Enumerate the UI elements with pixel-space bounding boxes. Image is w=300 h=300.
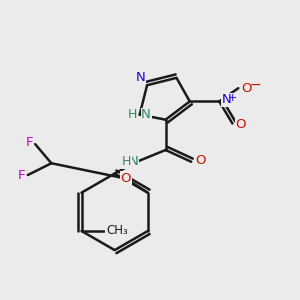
- Text: N: N: [136, 71, 146, 84]
- Text: H: H: [128, 108, 137, 121]
- Text: N: N: [141, 108, 151, 121]
- Text: O: O: [195, 154, 205, 167]
- Text: N: N: [222, 93, 232, 106]
- Text: CH₃: CH₃: [106, 224, 128, 238]
- Text: H: H: [122, 155, 131, 168]
- Text: +: +: [228, 94, 237, 103]
- Text: F: F: [17, 169, 25, 182]
- Text: O: O: [241, 82, 252, 95]
- Text: F: F: [25, 136, 33, 149]
- Text: N: N: [128, 155, 138, 168]
- Text: O: O: [236, 118, 246, 131]
- Text: O: O: [121, 172, 131, 185]
- Text: −: −: [250, 78, 261, 92]
